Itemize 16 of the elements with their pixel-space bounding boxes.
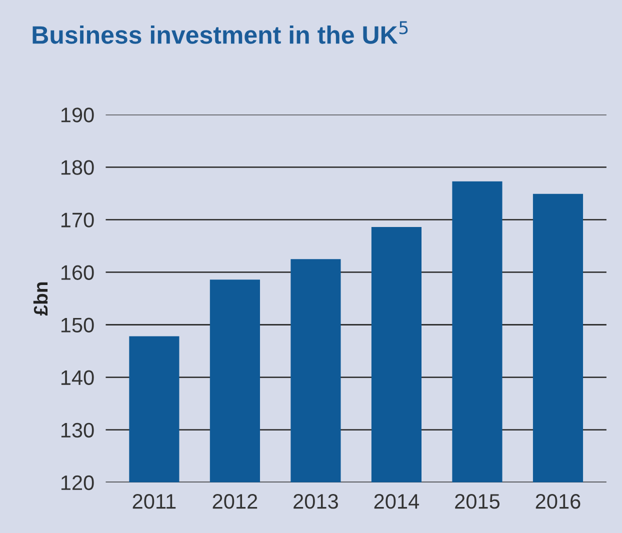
y-tick-label: 140	[61, 370, 94, 386]
y-axis-title: £bn	[33, 282, 48, 316]
y-tick-label: 120	[61, 475, 94, 490]
y-tick-label: 160	[61, 265, 94, 280]
y-tick-label: 130	[61, 422, 94, 438]
x-tick-label: 2015	[455, 494, 500, 509]
x-tick-label: 2011	[132, 494, 176, 509]
y-tick-label: 180	[61, 160, 94, 175]
y-tick-label: 170	[61, 212, 94, 228]
y-tick-label: 150	[61, 318, 94, 333]
chart-title: Business investment in the UK$^{5}$	[32, 21, 408, 44]
x-tick-label: 2014	[374, 494, 420, 509]
x-tick-label: 2012	[212, 494, 258, 509]
x-tick-label: 2013	[294, 494, 338, 509]
x-tick-label: 2016	[536, 494, 580, 509]
y-tick-label: 190	[61, 108, 94, 122]
